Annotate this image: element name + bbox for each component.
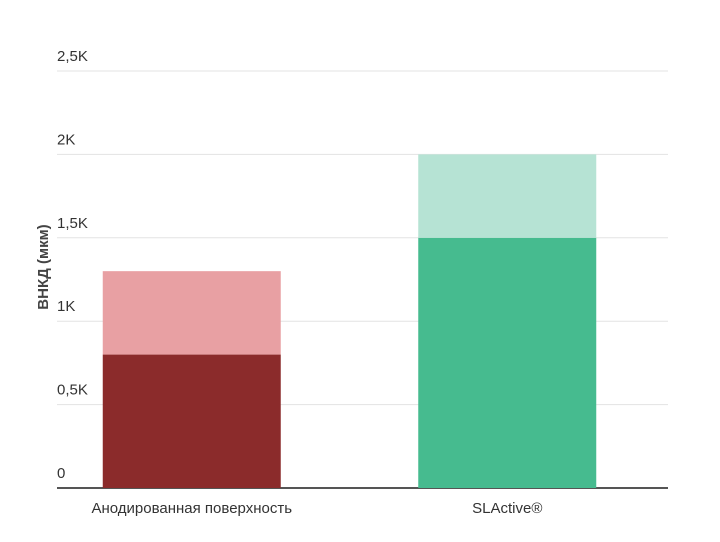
y-tick-label: 2,5K: [57, 48, 88, 65]
y-tick-label: 1K: [57, 298, 75, 315]
bar-segment: [102, 271, 281, 355]
y-tick-label: 1,5K: [57, 215, 88, 232]
y-axis-label: ВНКД (мкм): [35, 224, 52, 309]
y-tick-label: 0,5K: [57, 382, 88, 399]
x-tick-label: SLActive®: [472, 500, 542, 517]
y-tick-label: 0: [57, 465, 65, 482]
bar-segment: [102, 354, 281, 488]
bar-segment: [418, 237, 597, 488]
bar-segment: [418, 154, 597, 238]
y-tick-label: 2K: [57, 131, 75, 148]
x-tick-label: Анодированная поверхность: [91, 500, 292, 517]
